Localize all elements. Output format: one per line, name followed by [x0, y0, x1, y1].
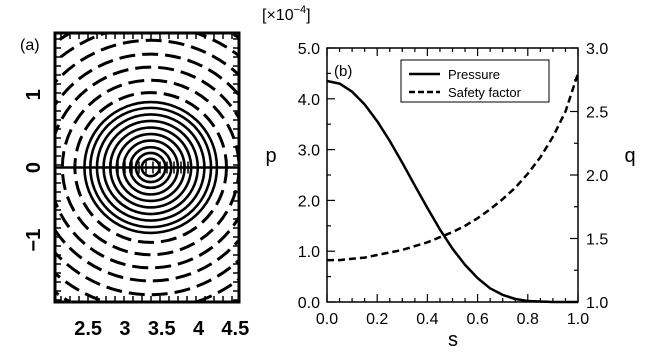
panel-a-frame: [53, 31, 241, 304]
x-axis-label: s: [448, 329, 458, 351]
midplane-line: [55, 161, 239, 174]
panel-a-label: (a): [20, 37, 40, 54]
panel-b-label: (b): [334, 63, 352, 80]
left-tick-label: 5.0: [298, 41, 320, 58]
panel-a-y-tick-labels: 1 0 −1: [23, 89, 45, 251]
panel-a-x-tick-labels: 2.5 3 3.5 4 4.5: [74, 318, 249, 340]
panel-b-x-tick-labels: 0.0 0.2 0.4 0.6 0.8 1.0: [316, 311, 589, 328]
panel-a-frame-ticks: [55, 33, 239, 302]
x-tick-label: 3: [119, 318, 130, 340]
panel-b-frame: [326, 47, 579, 303]
x-tick-label: 0.4: [416, 311, 438, 328]
left-tick-label: 2.0: [298, 193, 320, 210]
y-tick-label: −1: [23, 229, 45, 252]
series-line-pressure: [326, 79, 578, 304]
y-tick-label: 0: [23, 162, 45, 173]
right-tick-label: 1.5: [586, 232, 608, 249]
x-tick-label: 3.5: [148, 318, 176, 340]
scale-note: [×10−4]: [262, 4, 311, 24]
legend-label-pressure: Pressure: [448, 67, 500, 82]
right-axis-label: q: [624, 145, 635, 167]
x-tick-label: 0.2: [366, 311, 388, 328]
left-tick-label: 3.0: [298, 143, 320, 160]
legend-label-safety-factor: Safety factor: [448, 85, 522, 100]
dashed-contour: [55, 52, 239, 283]
right-tick-label: 1.0: [586, 295, 608, 312]
left-tick-label: 4.0: [298, 92, 320, 109]
dashed-contour: [55, 65, 239, 270]
dashed-contour: [55, 38, 239, 297]
left-tick-label: 1.0: [298, 244, 320, 261]
x-tick-label: 4: [193, 318, 205, 340]
left-axis-label: p: [265, 145, 276, 167]
right-tick-label: 2.5: [586, 105, 608, 122]
legend-box: [400, 59, 550, 103]
legend: Pressure Safety factor: [400, 59, 550, 103]
panel-b-left-tick-labels: 0.0 1.0 2.0 3.0 4.0 5.0: [298, 41, 320, 312]
panel-b-right-tick-labels: 1.0 1.5 2.0 2.5 3.0: [586, 41, 608, 312]
x-tick-label: 0.6: [466, 311, 488, 328]
panel-b-series: [326, 73, 580, 304]
right-tick-label: 3.0: [586, 41, 608, 58]
x-tick-label: 4.5: [221, 318, 249, 340]
y-tick-label: 1: [23, 89, 45, 100]
x-tick-label: 2.5: [74, 318, 102, 340]
x-tick-label: 0.8: [517, 311, 539, 328]
panel-a: (a) 2.5 3 3.5 4 4.5 1 0 −1: [20, 31, 249, 340]
panel-b: [×10−4] (b) 0.0 0.2 0.4 0.6 0.8 1.0 0.0 1.0 2.0…: [262, 4, 636, 351]
right-tick-label: 2.0: [586, 168, 608, 185]
left-tick-label: 0.0: [298, 295, 320, 312]
x-tick-label: 0.0: [316, 311, 338, 328]
x-tick-label: 1.0: [567, 311, 589, 328]
